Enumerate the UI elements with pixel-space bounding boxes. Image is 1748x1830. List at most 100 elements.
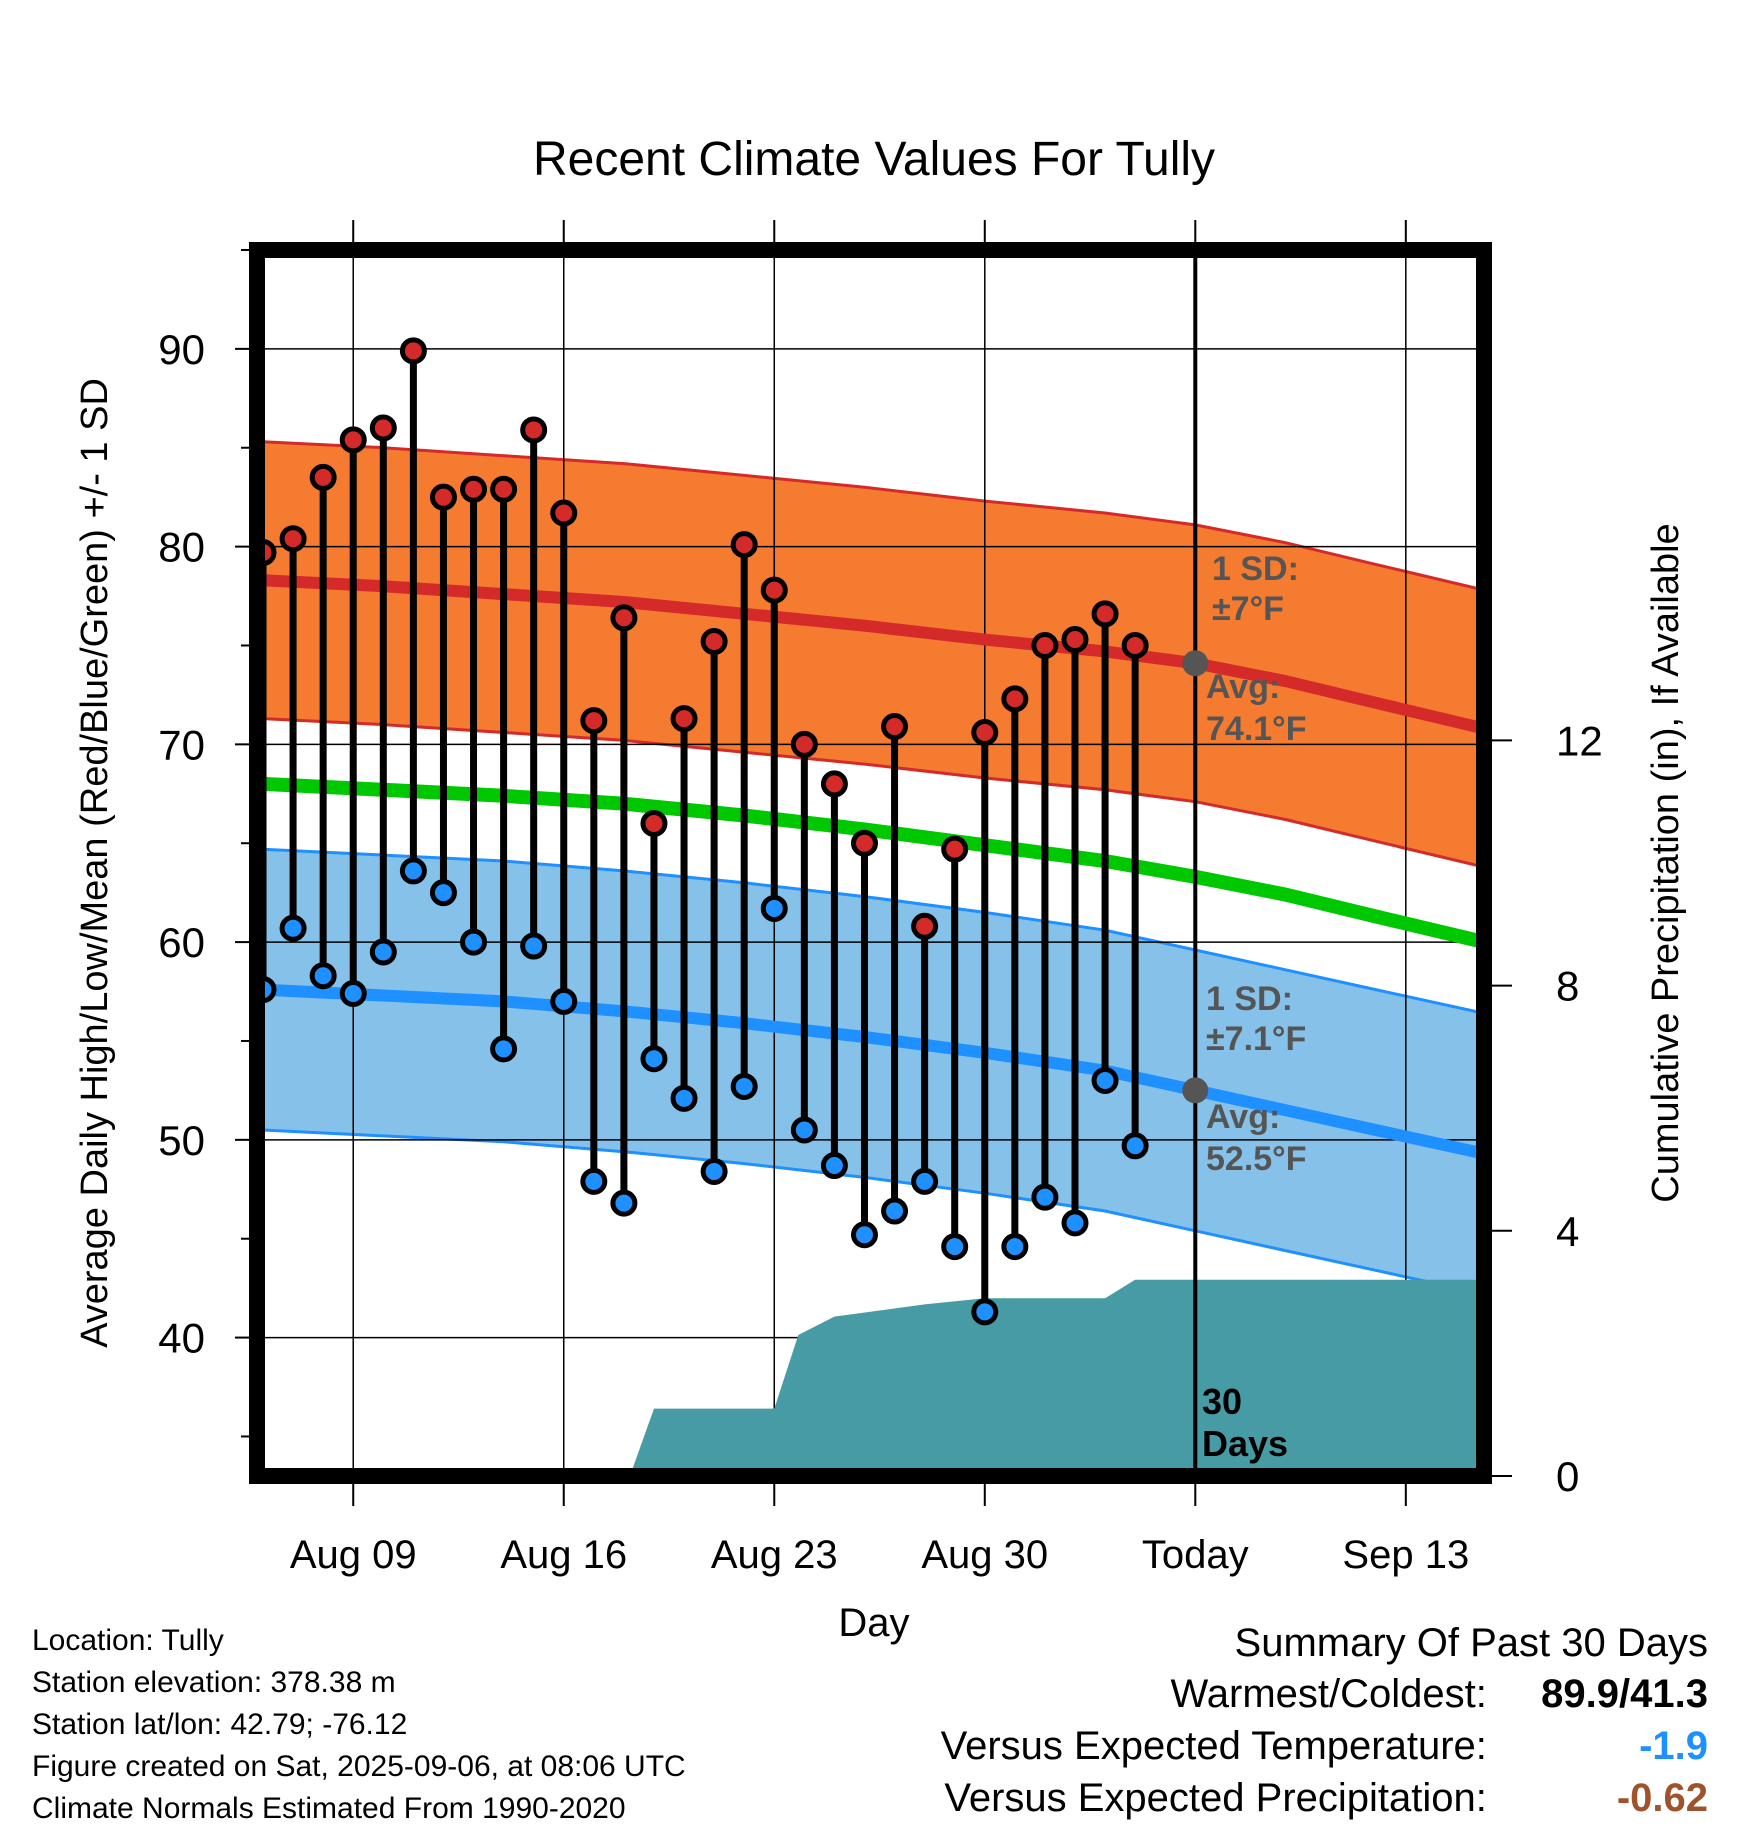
high-point [790,730,818,758]
low-point [941,1233,969,1261]
days-count-number: 30 [1202,1381,1242,1422]
precip-area [629,1279,1484,1476]
low-point [580,1167,608,1195]
chart-title: Recent Climate Values For Tully [533,133,1215,186]
low-point [911,1167,939,1195]
x-tick-label: Aug 09 [290,1533,417,1577]
created-text: Figure created on Sat, 2025-09-06, at 08… [32,1750,686,1783]
days-count-word: Days [1202,1423,1288,1464]
high-avg-marker [1182,650,1209,677]
temp-departure-value: -1.9 [1639,1724,1708,1768]
low-point [820,1152,848,1180]
summary-heading: Summary Of Past 30 Days [1234,1621,1708,1665]
low-point [309,962,337,990]
avg-mean-line [262,776,1484,949]
y2-tick-label: 12 [1556,717,1603,764]
low-point [1091,1067,1119,1095]
location-text: Location: Tully [32,1624,224,1657]
normals-text: Climate Normals Estimated From 1990-2020 [32,1792,626,1825]
high-sd-lower-edge [262,717,1484,869]
low-point [279,914,307,942]
latlon-text: Station lat/lon: 42.79; -76.12 [32,1708,408,1741]
high-point [670,705,698,733]
low-point [610,1189,638,1217]
y2-tick-label: 4 [1556,1208,1579,1255]
low-point [640,1045,668,1073]
high-point [1031,631,1059,659]
precip-departure-value: -0.62 [1616,1776,1708,1820]
y-tick-label: 70 [158,721,205,768]
high-point [640,809,668,837]
warmest-coldest-row: Warmest/Coldest: 89.9/41.3 [941,1668,1709,1720]
low-point [399,857,427,885]
high-point [850,829,878,857]
warmest-coldest-label: Warmest/Coldest: [1170,1672,1487,1716]
low-point [971,1298,999,1326]
low-sd-upper-edge [262,847,1484,1015]
station-info: Location: Tully Station elevation: 378.3… [32,1620,686,1830]
summary-panel: Summary Of Past 30 Days Warmest/Coldest:… [941,1618,1708,1824]
high-point [1121,631,1149,659]
plot-frame [249,242,1492,1484]
low-point [429,879,457,907]
x-tick-label: Aug 23 [711,1533,838,1577]
high-point [339,426,367,454]
low-point [670,1084,698,1112]
precip-departure-row: Versus Expected Precipitation: -0.62 [941,1772,1708,1824]
y-tick-label: 80 [158,524,205,571]
low-point [550,987,578,1015]
y-tick-label: 40 [158,1315,205,1362]
precip-departure-label: Versus Expected Precipitation: [944,1776,1487,1820]
low-avg-label: Avg: [1206,1098,1280,1136]
high-point [700,628,728,656]
elevation-text: Station elevation: 378.38 m [32,1666,396,1699]
y2-tick-label: 0 [1556,1453,1579,1500]
high-point [820,770,848,798]
high-point [279,525,307,553]
high-avg-value: 74.1°F [1206,710,1307,748]
low-point [339,980,367,1008]
x-tick-label: Aug 30 [921,1533,1048,1577]
high-point [971,718,999,746]
low-point [700,1157,728,1185]
temp-departure-label: Versus Expected Temperature: [940,1724,1487,1768]
high-point [1001,685,1029,713]
low-avg-value: 52.5°F [1206,1140,1307,1178]
low-point [369,938,397,966]
low-point [490,1035,518,1063]
high-point [429,483,457,511]
high-point [580,707,608,735]
y-tick-label: 60 [158,919,205,966]
high-point [1061,626,1089,654]
x-tick-label: Sep 13 [1342,1533,1469,1577]
low-point [1031,1183,1059,1211]
normal-bands [262,440,1484,1296]
precip-area-group [629,1279,1484,1476]
low-point [1061,1209,1089,1237]
high-point [911,912,939,940]
high-point [309,463,337,491]
low-point [790,1116,818,1144]
low-point [850,1221,878,1249]
low-avg-marker [1182,1077,1209,1104]
high-sd-label: 1 SD: [1212,550,1299,588]
low-point [460,928,488,956]
high-point [369,414,397,442]
low-sd-value: ±7.1°F [1206,1020,1306,1058]
x-tick-label: Aug 16 [500,1533,627,1577]
y-axis-label: Average Daily High/Low/Mean (Red/Blue/Gr… [74,378,116,1348]
high-avg-label: Avg: [1206,668,1280,706]
high-point [730,531,758,559]
low-point [760,894,788,922]
high-point [760,576,788,604]
high-point [490,475,518,503]
low-point [730,1072,758,1100]
temp-departure-row: Versus Expected Temperature: -1.9 [941,1720,1708,1772]
warmest-coldest-value: 89.9/41.3 [1541,1672,1708,1716]
low-sd-band [263,849,1484,1295]
high-point [399,337,427,365]
y-tick-label: 90 [158,326,205,373]
high-mean-line [262,574,1484,735]
x-axis-label: Day [838,1601,909,1645]
